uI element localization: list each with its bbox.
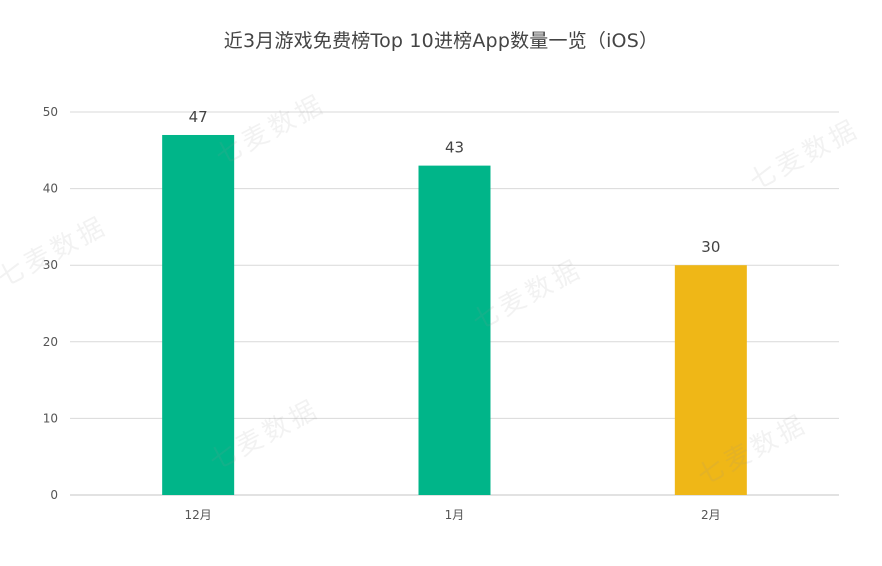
x-tick-label: 12月 [185, 508, 212, 522]
bar [418, 165, 491, 495]
bars [162, 134, 747, 496]
y-tick-label: 20 [43, 335, 58, 349]
bar [674, 265, 747, 495]
y-axis-ticks: 0 10 20 30 40 50 [43, 105, 58, 502]
y-tick-label: 30 [43, 258, 58, 272]
y-tick-label: 0 [50, 488, 58, 502]
data-label: 47 [189, 108, 208, 126]
y-tick-label: 10 [43, 411, 58, 425]
x-tick-label: 1月 [445, 508, 465, 522]
y-tick-label: 40 [43, 182, 58, 196]
data-labels: 47 43 30 [189, 108, 721, 256]
x-axis-ticks: 12月 1月 2月 [185, 508, 721, 522]
data-label: 43 [445, 139, 464, 157]
data-label: 30 [701, 238, 720, 256]
x-tick-label: 2月 [701, 508, 721, 522]
chart-title: 近3月游戏免费榜Top 10进榜App数量一览（iOS） [223, 30, 659, 52]
y-tick-label: 50 [43, 105, 58, 119]
bar [162, 134, 235, 496]
